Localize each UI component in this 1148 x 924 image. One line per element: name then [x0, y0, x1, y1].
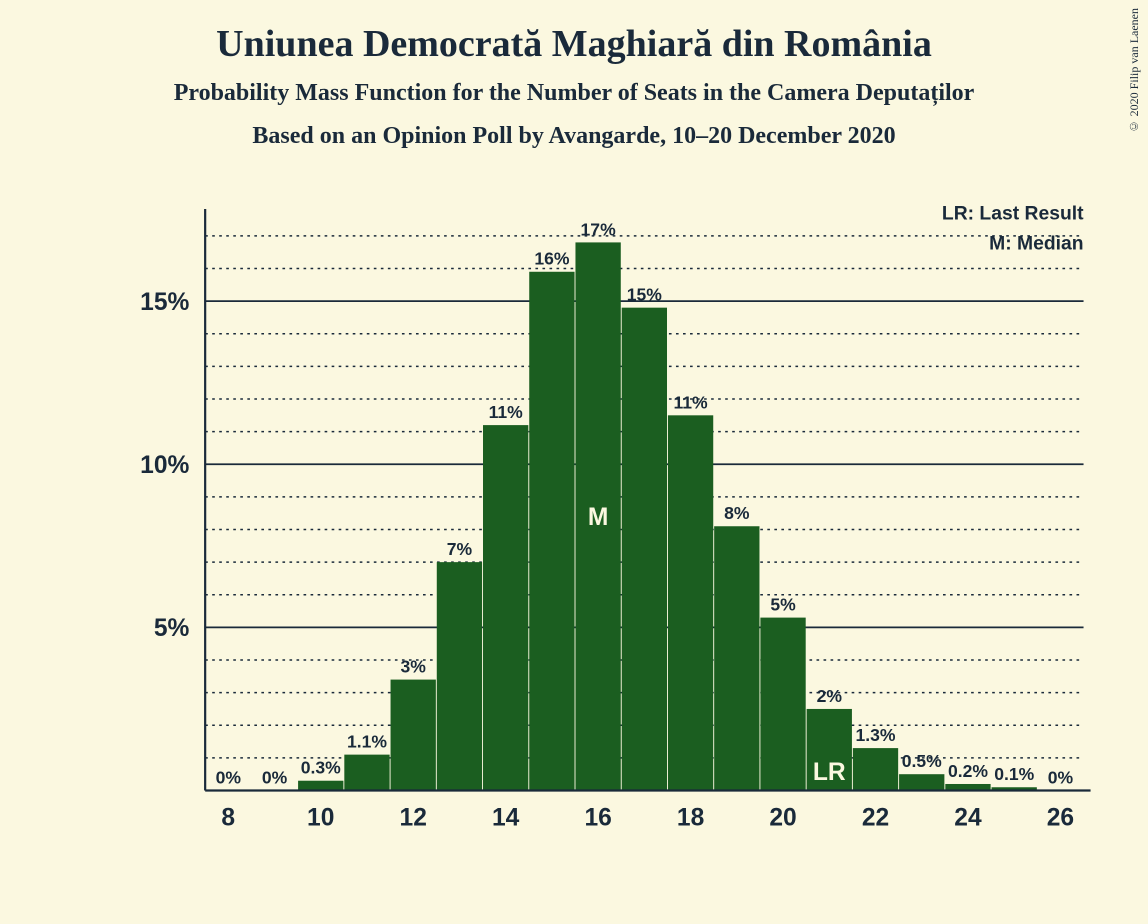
x-tick-26: 26 [1047, 805, 1074, 832]
bar-label-15: 16% [534, 249, 570, 269]
bar-label-26: 0% [1048, 767, 1074, 787]
bar-15 [529, 272, 574, 791]
bar-13 [437, 562, 482, 790]
copyright-text: © 2020 Filip van Laenen [1127, 8, 1142, 133]
bar-label-21: 2% [817, 686, 843, 706]
bar-label-16: 17% [581, 219, 617, 239]
bar-label-17: 15% [627, 285, 663, 305]
y-tick-5: 5% [154, 615, 190, 642]
chart-title: Uniunea Democrată Maghiară din România [0, 0, 1148, 66]
bar-label-22: 1.3% [856, 725, 896, 745]
legend: LR: Last Result M: Median [942, 204, 1084, 255]
bar-20 [760, 618, 805, 791]
bar-label-23: 0.5% [902, 751, 942, 771]
y-tick-10: 10% [140, 452, 189, 479]
bar-inner-M: M [588, 504, 608, 531]
x-tick-18: 18 [677, 805, 704, 832]
bar-label-9: 0% [262, 767, 288, 787]
legend-lr: LR: Last Result [942, 204, 1084, 225]
x-tick-24: 24 [954, 805, 982, 832]
legend-m: M: Median [989, 233, 1083, 254]
bar-label-20: 5% [770, 595, 796, 615]
bar-label-12: 3% [401, 657, 427, 677]
bar-12 [391, 680, 436, 791]
x-tick-20: 20 [769, 805, 796, 832]
bar-14 [483, 425, 528, 790]
x-tick-22: 22 [862, 805, 889, 832]
bar-19 [714, 526, 759, 790]
bar-22 [853, 748, 898, 790]
bar-label-10: 0.3% [301, 758, 341, 778]
y-tick-15: 15% [140, 289, 189, 316]
bar-inner-LR: LR [813, 759, 846, 786]
chart-svg: 5% 10% 15% 8 10 12 14 16 18 20 22 24 26 0% 0% 0.3% 1.1… [118, 202, 1118, 852]
bar-23 [899, 774, 944, 790]
x-tick-10: 10 [307, 805, 334, 832]
x-tick-14: 14 [492, 805, 520, 832]
bar-10 [298, 781, 343, 791]
chart-subtitle-1: Probability Mass Function for the Number… [0, 66, 1148, 107]
bar-label-11: 1.1% [347, 732, 387, 752]
chart-subtitle-2: Based on an Opinion Poll by Avangarde, 1… [0, 107, 1148, 150]
bar-label-24: 0.2% [948, 761, 988, 781]
y-axis-ticks: 5% 10% 15% [140, 289, 189, 642]
bar-label-19: 8% [724, 503, 750, 523]
x-axis-ticks: 8 10 12 14 16 18 20 22 24 26 [221, 805, 1074, 832]
bars [298, 242, 1037, 790]
bar-label-8: 0% [216, 767, 242, 787]
bar-17 [622, 308, 667, 791]
bar-label-18: 11% [674, 392, 709, 412]
bar-label-14: 11% [489, 402, 524, 422]
chart-container: 5% 10% 15% 8 10 12 14 16 18 20 22 24 26 0% 0% 0.3% 1.1… [118, 202, 1118, 852]
x-tick-16: 16 [584, 805, 611, 832]
bar-label-25: 0.1% [994, 764, 1034, 784]
bar-11 [344, 755, 389, 791]
bar-18 [668, 415, 713, 790]
x-tick-8: 8 [221, 805, 235, 832]
bar-label-13: 7% [447, 539, 473, 559]
x-tick-12: 12 [400, 805, 427, 832]
